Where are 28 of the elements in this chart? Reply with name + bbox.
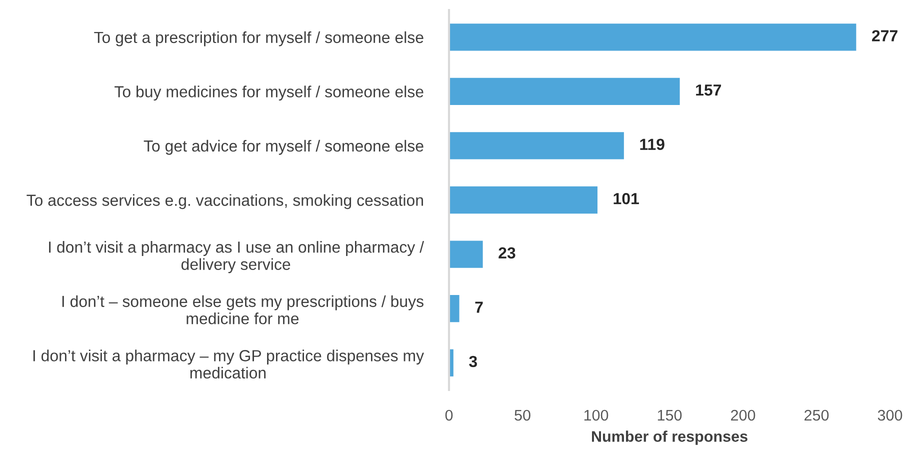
data-label: 157 xyxy=(696,84,722,96)
y-tick-label: I don’t – someone else gets my prescriptions / buys medicine for me xyxy=(62,295,424,324)
y-tick-label: To get a prescription for myself / someone else xyxy=(94,31,424,46)
data-label: 119 xyxy=(640,138,664,150)
bar xyxy=(449,132,624,160)
y-tick-label: I don’t visit a pharmacy – my GP practice dispenses my medication xyxy=(33,350,424,379)
bar xyxy=(449,186,598,214)
x-tick-label: 0 xyxy=(445,410,453,421)
x-axis-title: Number of responses xyxy=(592,430,748,445)
data-label: 7 xyxy=(475,302,483,313)
data-label: 277 xyxy=(872,30,898,42)
data-label: 23 xyxy=(498,247,516,259)
y-tick-label: To buy medicines for myself / someone else xyxy=(114,86,424,101)
data-label: 3 xyxy=(469,356,477,368)
bar xyxy=(449,295,460,322)
bar xyxy=(449,240,483,268)
bar xyxy=(449,78,680,105)
x-tick-label: 50 xyxy=(514,410,530,421)
x-tick-label: 250 xyxy=(804,410,829,421)
y-tick-label: I don’t visit a pharmacy as I use an online pharmacy / delivery service xyxy=(49,241,424,274)
bar xyxy=(449,24,856,51)
x-tick-label: 300 xyxy=(878,410,902,421)
data-label: 101 xyxy=(614,192,639,204)
y-tick-label: To access services e.g. vaccinations, smoking cessation xyxy=(26,194,423,210)
x-tick-label: 100 xyxy=(584,410,608,421)
x-tick-label: 150 xyxy=(658,410,682,421)
y-tick-label: To get advice for myself / someone else xyxy=(144,140,424,155)
x-tick-label: 200 xyxy=(731,410,756,421)
